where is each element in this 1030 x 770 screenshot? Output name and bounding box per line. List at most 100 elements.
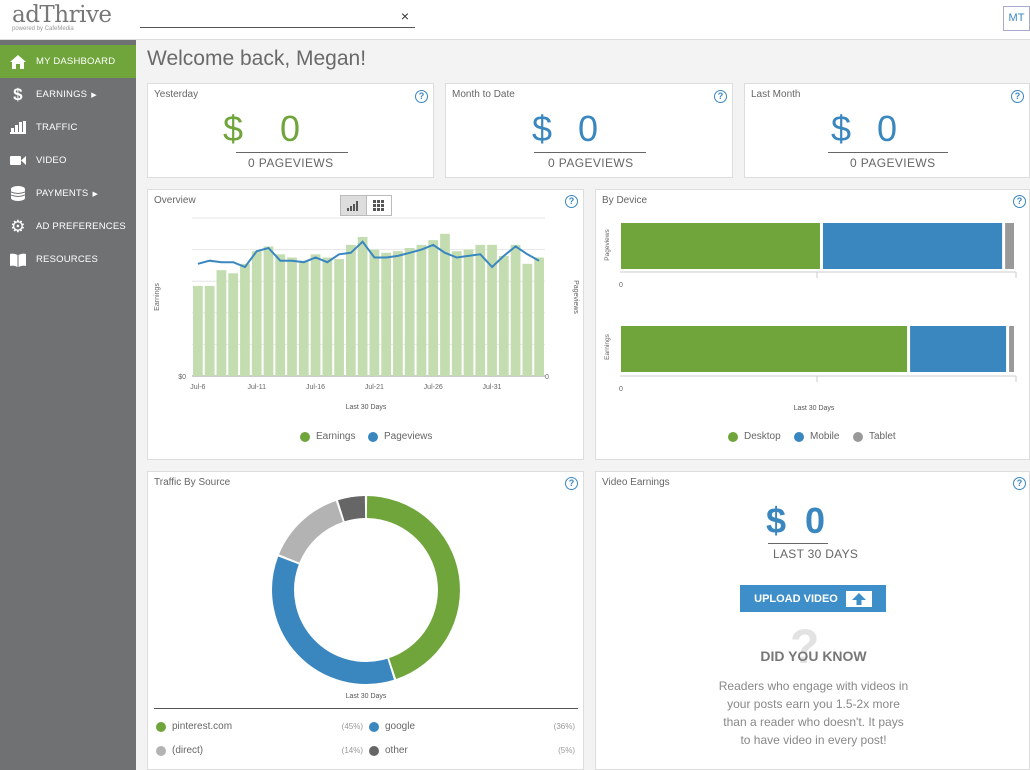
legend-item-desktop[interactable]: Desktop <box>728 431 781 442</box>
earnings-bar[interactable] <box>393 251 403 376</box>
upload-video-label: UPLOAD VIDEO <box>754 592 838 605</box>
earnings-bar[interactable] <box>228 273 239 376</box>
upload-video-button[interactable]: UPLOAD VIDEO <box>740 585 886 612</box>
earnings-bar[interactable] <box>345 244 356 376</box>
earnings-bar[interactable] <box>451 251 462 376</box>
legend-label: Mobile <box>810 431 840 442</box>
device-bar-mobile[interactable] <box>910 326 1007 372</box>
earnings-bar[interactable] <box>440 233 450 376</box>
help-icon[interactable]: ? <box>1013 477 1026 490</box>
earnings-bar[interactable] <box>287 257 297 377</box>
earnings-bar[interactable] <box>428 240 439 376</box>
device-bar-desktop[interactable] <box>621 223 820 269</box>
caret-right-icon: ▶ <box>92 190 99 198</box>
help-icon[interactable]: ? <box>1011 90 1024 103</box>
donut-slice-3[interactable] <box>279 500 344 564</box>
device-bar-tablet[interactable] <box>1009 326 1014 372</box>
stat-card-title: Month to Date <box>452 89 515 100</box>
table-view-button[interactable] <box>367 196 392 215</box>
divider <box>236 152 348 153</box>
donut-slice-2[interactable] <box>272 556 394 684</box>
legend-label: Desktop <box>744 431 781 442</box>
legend-item-mobile[interactable]: Mobile <box>794 431 839 442</box>
earnings-bar[interactable] <box>298 260 309 376</box>
x-tick-label: Jul-11 <box>247 384 266 391</box>
sidebar-item-payments[interactable]: PAYMENTS ▶ <box>0 177 136 210</box>
stat-card-title: Last Month <box>751 89 801 100</box>
sidebar-item-label: PAYMENTS <box>36 188 89 199</box>
earnings-bar[interactable] <box>416 244 427 376</box>
adthrive-logo[interactable]: adThrive powered by CafeMedia <box>10 2 120 36</box>
divider <box>154 708 578 709</box>
earnings-bar[interactable] <box>204 285 215 376</box>
dollar-sign: $ <box>532 108 553 149</box>
earnings-bar[interactable] <box>240 263 250 376</box>
sidebar-item-video[interactable]: VIDEO <box>0 144 136 177</box>
earnings-bar[interactable] <box>275 254 286 376</box>
earnings-bar[interactable] <box>263 246 274 376</box>
sidebar-item-label: EARNINGS <box>36 89 88 100</box>
earnings-bar[interactable] <box>487 244 497 376</box>
legend-item-google: google (36%) <box>369 721 575 732</box>
dollar-sign: $ <box>831 108 852 149</box>
search-box: × <box>140 8 415 28</box>
earnings-bar[interactable] <box>310 254 321 376</box>
device-bar-desktop[interactable] <box>621 326 908 372</box>
help-icon[interactable]: ? <box>565 477 578 490</box>
legend-label: pinterest.com <box>172 721 233 732</box>
traffic-donut-chart: Last 30 Days <box>272 496 460 700</box>
legend-dot <box>156 745 166 756</box>
earnings-bar[interactable] <box>193 285 203 376</box>
earnings-bar[interactable] <box>475 244 486 376</box>
earnings-bar[interactable] <box>522 263 533 376</box>
sidebar-item-label: AD PREFERENCES <box>36 221 126 232</box>
sidebar-item-ad-preferences[interactable]: ⚙ AD PREFERENCES <box>0 210 136 243</box>
clear-search-icon[interactable]: × <box>400 8 409 24</box>
traffic-source-title: Traffic By Source <box>154 477 231 488</box>
device-bar-tablet[interactable] <box>1005 223 1014 269</box>
earnings-bar[interactable] <box>404 248 415 376</box>
earnings-bar[interactable] <box>334 259 344 376</box>
book-icon <box>0 253 36 267</box>
legend-item-earnings[interactable]: Earnings <box>300 431 355 442</box>
help-icon[interactable]: ? <box>415 90 428 103</box>
x-tick-label: Jul-21 <box>365 384 384 391</box>
search-input[interactable] <box>140 8 390 26</box>
sidebar-item-traffic[interactable]: TRAFFIC <box>0 111 136 144</box>
sidebar-item-my-dashboard[interactable]: MY DASHBOARD <box>0 45 136 78</box>
legend-percent: (45%) <box>341 722 363 731</box>
earnings-bar[interactable] <box>498 255 509 376</box>
donut-slice-4[interactable] <box>338 496 366 522</box>
y-min-label-right: 0 <box>545 374 549 381</box>
earnings-bar[interactable] <box>534 257 544 377</box>
user-avatar[interactable]: MT <box>1003 6 1030 31</box>
device-bar-mobile[interactable] <box>822 223 1003 269</box>
donut-slice-1[interactable] <box>366 496 460 680</box>
video-earnings-panel: Video Earnings ? $ 0 LAST 30 DAYS ? DID … <box>595 471 1030 770</box>
view-toggle <box>340 195 392 216</box>
earnings-bar[interactable] <box>216 270 227 376</box>
coins-icon <box>0 186 36 201</box>
earnings-bar[interactable] <box>381 252 392 376</box>
earnings-bar[interactable] <box>322 257 333 377</box>
legend-label: Earnings <box>316 431 356 442</box>
chart-view-button[interactable] <box>341 196 367 215</box>
legend-dot <box>853 431 863 442</box>
earnings-bar[interactable] <box>463 249 474 376</box>
legend-label: Pageviews <box>384 431 433 442</box>
earnings-bar[interactable] <box>251 251 262 376</box>
x-axis-label: Last 30 Days <box>794 405 835 412</box>
bar-chart-icon <box>347 200 359 211</box>
sidebar-item-earnings[interactable]: $ EARNINGS ▶ <box>0 78 136 111</box>
help-icon[interactable]: ? <box>565 195 578 208</box>
help-icon[interactable]: ? <box>714 90 727 103</box>
legend-item-tablet[interactable]: Tablet <box>853 431 896 442</box>
help-icon[interactable]: ? <box>1013 195 1026 208</box>
stat-card-yesterday: Yesterday ? $ 0 0 PAGEVIEWS <box>147 83 434 178</box>
sidebar-item-resources[interactable]: RESOURCES <box>0 243 136 276</box>
upload-arrow-icon <box>845 590 872 607</box>
earnings-bar[interactable] <box>369 249 380 376</box>
legend-item-pageviews[interactable]: Pageviews <box>368 431 432 442</box>
earnings-bar[interactable] <box>357 236 368 376</box>
earnings-bar[interactable] <box>510 244 521 376</box>
